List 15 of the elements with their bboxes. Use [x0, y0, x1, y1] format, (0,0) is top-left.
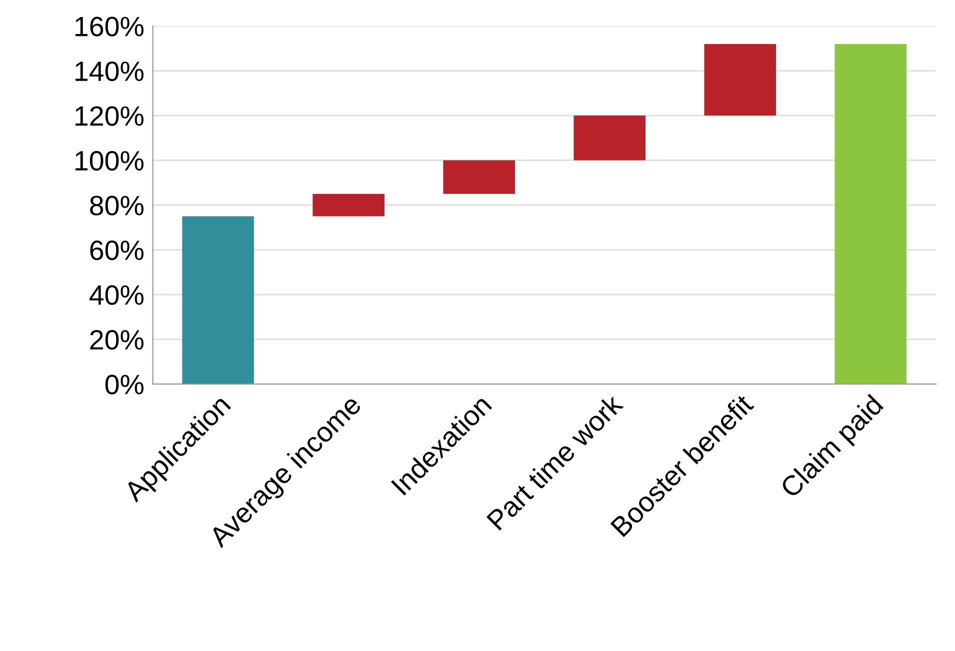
- y-tick-label: 100%: [76, 150, 144, 171]
- y-tick-label: 60%: [90, 240, 144, 260]
- bar: [182, 216, 254, 384]
- y-tick-label: 160%: [76, 16, 144, 36]
- y-tick-label: 0%: [105, 374, 144, 394]
- y-tick-label: 80%: [90, 196, 144, 216]
- y-tick-label: 40%: [90, 285, 144, 305]
- bar: [443, 160, 515, 194]
- bar: [704, 44, 776, 116]
- y-tick-label: 120%: [76, 106, 144, 126]
- y-tick-label: 140%: [76, 61, 144, 82]
- bar: [312, 194, 384, 216]
- bar: [574, 116, 646, 160]
- y-tick-label: 20%: [90, 330, 144, 350]
- bar: [834, 44, 907, 384]
